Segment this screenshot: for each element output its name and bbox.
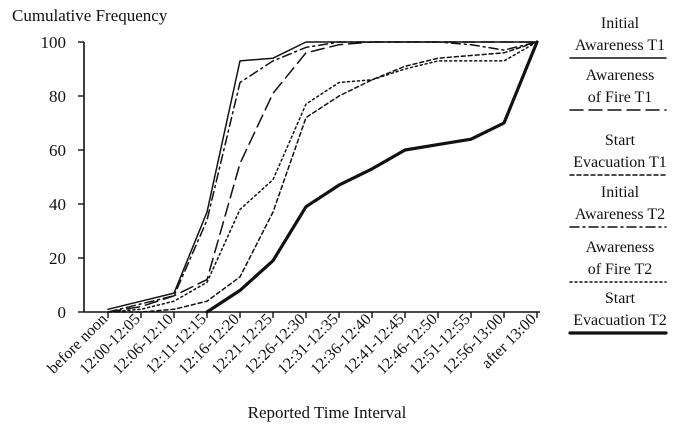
series-line-evac_t2 [205,40,539,314]
y-tick-label: 20 [49,249,66,268]
series-line-initial_t2 [107,41,538,313]
legend-label-evac_t1-line2: Evacuation T1 [573,154,666,171]
x-axis-title: Reported Time Interval [248,403,407,422]
legend-label-fire_t2-line1: Awareness [586,239,655,256]
legend-label-initial_t2-line1: Initial [601,184,640,201]
legend-label-initial_t1-line2: Awareness T1 [575,37,665,54]
series-line-initial_t1 [107,41,538,311]
legend-label-initial_t2-line2: Awareness T2 [575,206,665,223]
legend-label-fire_t2-line2: of Fire T2 [588,261,653,278]
y-tick-label: 100 [41,33,67,52]
legend-label-evac_t1-line1: Start [605,132,636,149]
y-tick-label: 80 [49,87,66,106]
legend-label-fire_t1-line1: Awareness [586,67,655,84]
y-tick-label: 0 [58,303,67,322]
legend-label-evac_t2-line2: Evacuation T2 [573,312,666,329]
series-line-fire_t2 [107,41,538,313]
legend-label-fire_t1-line2: of Fire T1 [588,89,653,106]
legend-label-evac_t2-line1: Start [605,290,636,307]
series-line-evac_t1 [107,41,538,313]
y-tick-label: 40 [49,195,66,214]
series-line-fire_t1 [107,41,538,313]
y-tick-label: 60 [49,141,66,160]
legend-label-initial_t1-line1: Initial [601,15,640,32]
y-axis-title: Cumulative Frequency [12,6,168,25]
